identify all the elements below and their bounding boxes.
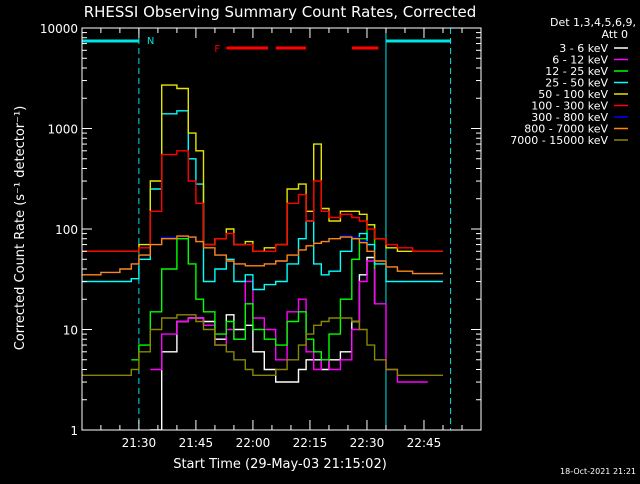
legend-label: 50 - 100 keV bbox=[538, 88, 608, 101]
legend-header-line-2: Att 0 bbox=[602, 28, 628, 41]
y-axis-label: Corrected Count Rate (s⁻¹ detector⁻¹) bbox=[13, 106, 28, 351]
y-tick-label: 10 bbox=[63, 324, 78, 338]
x-tick-label: 22:00 bbox=[236, 436, 271, 450]
timestamp: 18-Oct-2021 21:21 bbox=[560, 467, 636, 476]
y-tick-label: 1 bbox=[70, 424, 78, 438]
x-tick-label: 22:45 bbox=[407, 436, 442, 450]
series-line-4 bbox=[82, 84, 443, 252]
series-line-2 bbox=[131, 224, 376, 361]
legend-label: 800 - 7000 keV bbox=[524, 123, 608, 136]
plot-layer: NF bbox=[82, 28, 452, 430]
series-line-8 bbox=[82, 314, 443, 376]
legend-label: 7000 - 15000 keV bbox=[510, 134, 608, 147]
series-group bbox=[82, 28, 452, 430]
series-line-7 bbox=[82, 235, 443, 276]
x-tick-label: 21:45 bbox=[179, 436, 214, 450]
legend-label: 300 - 800 keV bbox=[531, 111, 608, 124]
legend-label: 100 - 300 keV bbox=[531, 100, 608, 113]
x-axis-label: Start Time (29-May-03 21:15:02) bbox=[173, 457, 387, 472]
y-tick-label: 100 bbox=[55, 223, 78, 237]
legend-label: 25 - 50 keV bbox=[545, 77, 608, 90]
flare-label: F bbox=[214, 44, 220, 55]
x-tick-label: 21:30 bbox=[122, 436, 157, 450]
legend-label: 6 - 12 keV bbox=[552, 54, 608, 67]
night-label: N bbox=[147, 36, 154, 47]
y-tick-label: 1000 bbox=[47, 123, 78, 137]
x-tick-label: 22:15 bbox=[293, 436, 328, 450]
legend-label: 3 - 6 keV bbox=[559, 42, 608, 55]
chart-title: RHESSI Observing Summary Count Rates, Co… bbox=[84, 3, 477, 21]
x-tick-label: 22:30 bbox=[350, 436, 385, 450]
series-line-5 bbox=[82, 150, 443, 252]
y-tick-label: 10000 bbox=[40, 22, 78, 36]
legend-label: 12 - 25 keV bbox=[545, 65, 608, 78]
axes-frame: 1 10 100 1000 10000 21:30 21:45 22:00 22:15 22:30… bbox=[40, 22, 482, 450]
legend-header-line-1: Det 1,3,4,5,6,9, bbox=[550, 16, 636, 29]
